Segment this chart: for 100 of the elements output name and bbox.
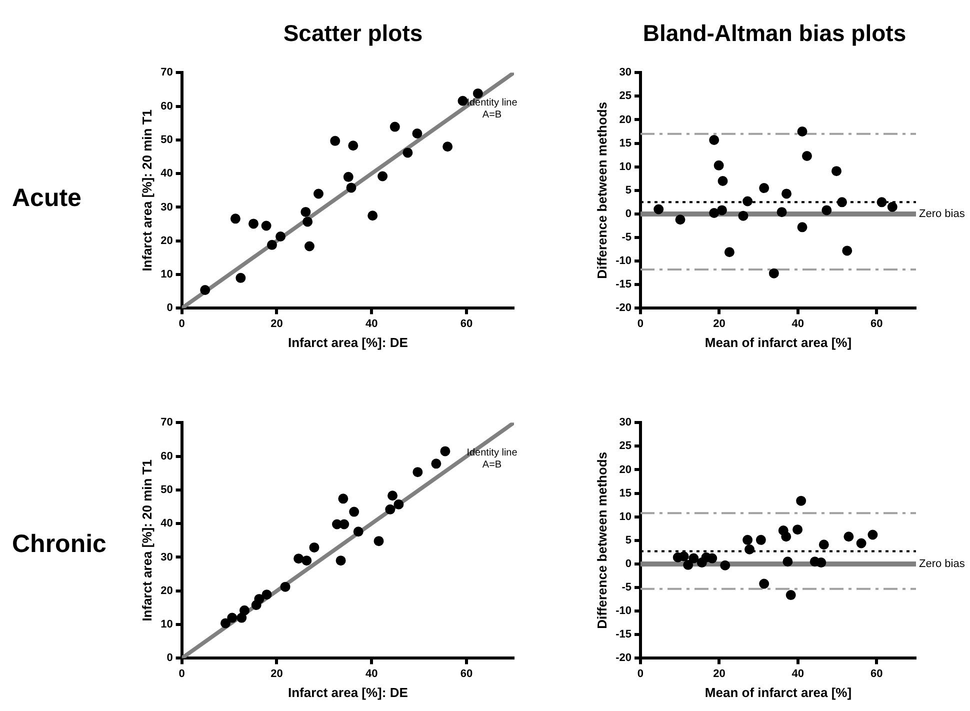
point: [720, 560, 730, 570]
y-tick-label: 25: [619, 440, 632, 452]
point: [227, 612, 238, 623]
point: [339, 519, 350, 530]
point: [718, 176, 728, 186]
y-tick-label: -10: [616, 605, 632, 618]
point: [756, 534, 766, 545]
x-tick-label: 0: [637, 668, 644, 680]
y-axis-title: Difference between methods: [594, 102, 610, 279]
point: [338, 494, 348, 504]
y-tick-label: -10: [616, 255, 632, 268]
point: [280, 582, 290, 592]
point: [302, 556, 312, 566]
y-tick-label: 20: [619, 114, 632, 126]
y-tick-label: 5: [625, 534, 632, 546]
point: [239, 605, 250, 616]
point: [816, 558, 826, 568]
point: [856, 538, 866, 548]
point: [707, 553, 718, 564]
y-tick-label: 70: [160, 416, 173, 429]
x-axis-title: Infarct area [%]: DE: [288, 684, 408, 700]
point: [782, 556, 793, 567]
x-tick-label: 60: [870, 318, 883, 330]
point: [431, 458, 442, 469]
y-tick-label: 30: [160, 201, 173, 214]
point: [266, 240, 277, 250]
point: [832, 166, 842, 176]
x-tick-label: 60: [460, 318, 473, 330]
chart-title: Bland-Altman bias plots: [642, 20, 908, 47]
y-tick-label: -15: [616, 278, 632, 291]
y-axis-title: Infarct area [%]: 20 min T1: [139, 109, 154, 272]
point: [876, 197, 887, 208]
y-tick-label: 30: [619, 416, 632, 429]
point: [738, 210, 748, 221]
point: [309, 542, 320, 552]
y-tick-label: 50: [160, 484, 173, 496]
point: [818, 540, 829, 550]
y-tick-label: 30: [160, 551, 173, 564]
y-tick-label: 10: [619, 160, 632, 173]
point: [678, 551, 689, 562]
point: [304, 241, 314, 252]
point: [716, 205, 727, 216]
x-tick-label: 60: [460, 668, 473, 680]
x-tick-label: 20: [270, 668, 283, 680]
annotation: A=B: [482, 109, 502, 120]
y-tick-label: 10: [619, 510, 632, 523]
point: [887, 202, 898, 212]
point: [709, 208, 720, 218]
y-tick-label: 50: [160, 134, 173, 146]
point: [220, 618, 230, 628]
point: [714, 160, 724, 170]
point: [336, 556, 346, 566]
point: [230, 214, 240, 224]
point: [842, 246, 852, 256]
y-tick-label: 40: [160, 168, 173, 180]
point: [388, 490, 398, 501]
annotation: Identity line: [466, 97, 518, 108]
point: [343, 172, 354, 182]
point: [385, 504, 396, 514]
point: [353, 526, 364, 537]
y-tick-label: 60: [160, 450, 173, 462]
x-tick-label: 0: [637, 318, 644, 330]
y-tick-label: -20: [616, 302, 632, 314]
point: [374, 536, 384, 546]
y-tick-label: 15: [619, 487, 632, 500]
point: [675, 214, 686, 225]
point: [402, 148, 413, 158]
point: [368, 210, 378, 221]
point: [302, 216, 313, 227]
ref-line-label: Zero bias: [919, 558, 966, 570]
x-tick-label: 0: [178, 318, 185, 330]
point: [294, 554, 304, 564]
annotation: Identity line: [466, 447, 518, 458]
chart-title: Scatter plots: [282, 20, 424, 47]
y-tick-label: 40: [160, 518, 173, 530]
text: Chronic: [12, 530, 106, 559]
x-tick-label: 0: [178, 668, 185, 680]
point: [844, 532, 854, 542]
point: [440, 446, 450, 456]
y-tick-label: 60: [160, 100, 173, 112]
point: [442, 142, 453, 152]
x-tick-label: 20: [270, 318, 283, 330]
y-tick-label: 10: [160, 268, 173, 281]
x-tick-label: 40: [366, 318, 378, 330]
point: [348, 140, 358, 151]
y-tick-label: 0: [166, 652, 173, 664]
point: [412, 467, 423, 478]
y-tick-label: 5: [625, 184, 632, 196]
point: [349, 506, 360, 517]
point: [412, 128, 422, 139]
point: [837, 197, 848, 208]
ref-line-label: Zero bias: [919, 208, 966, 220]
point: [822, 205, 832, 216]
y-tick-label: 30: [619, 66, 632, 79]
x-tick-label: 60: [870, 668, 883, 680]
point: [768, 268, 779, 278]
point: [248, 218, 258, 229]
y-tick-label: 0: [625, 208, 632, 220]
point: [744, 544, 755, 554]
point: [792, 524, 803, 535]
